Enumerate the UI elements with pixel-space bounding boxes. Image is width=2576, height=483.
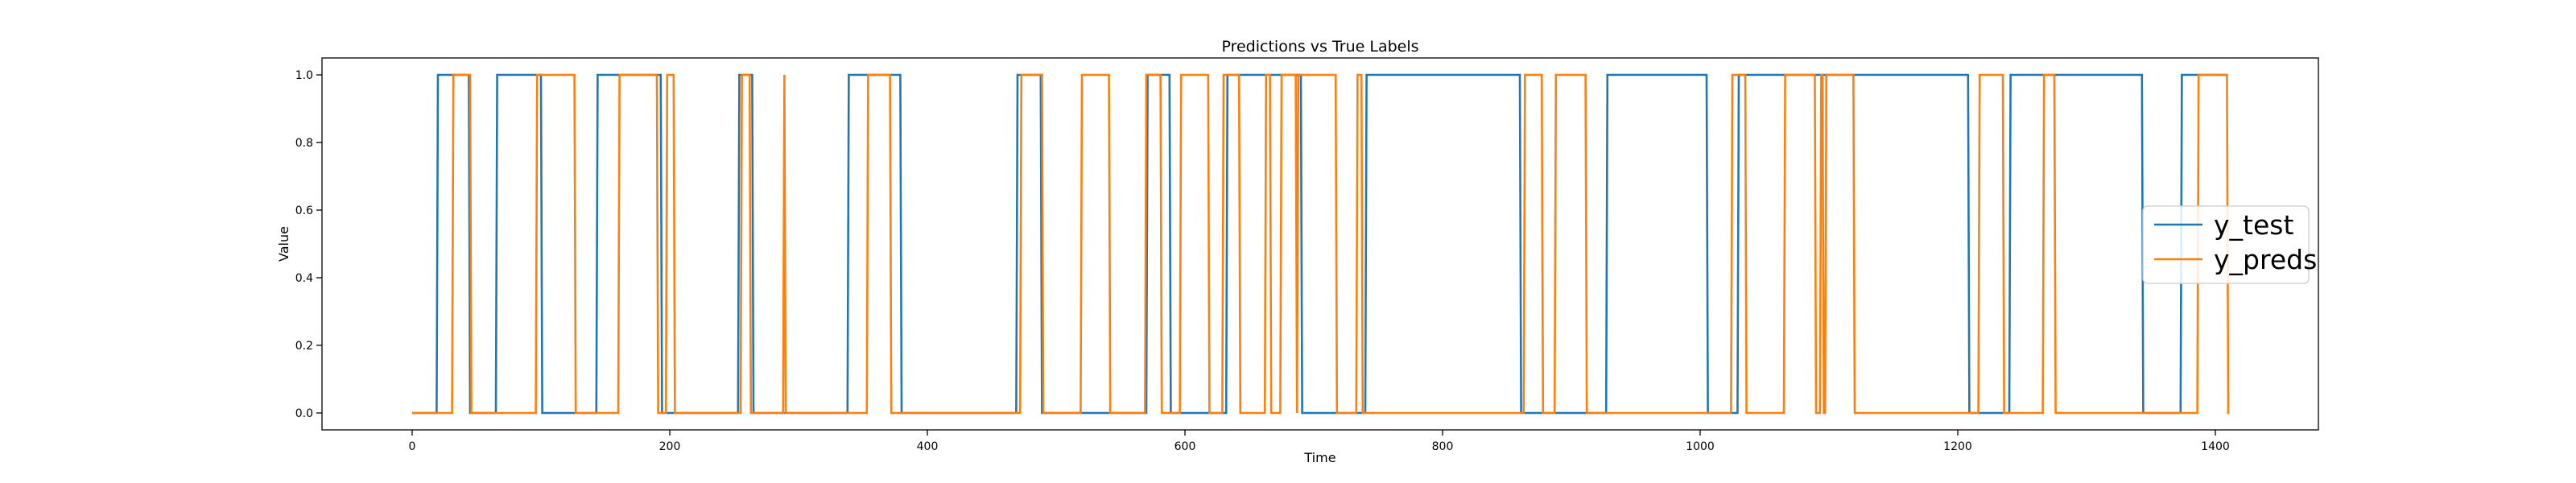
- x-tick-label: 0: [409, 440, 416, 453]
- y-tick-label: 0.4: [295, 272, 313, 285]
- x-tick-label: 200: [659, 440, 681, 453]
- plot-area-frame: [321, 57, 2319, 431]
- series-line-y-test: [412, 73, 2227, 415]
- y-tick-label: 0.8: [295, 137, 313, 150]
- legend-label-y-preds: y_preds: [2214, 244, 2317, 275]
- legend: y_test y_preds: [2142, 205, 2317, 284]
- y-axis-title: Value: [276, 226, 291, 262]
- legend-label-y-test: y_test: [2214, 209, 2293, 241]
- x-tick-label: 800: [1432, 440, 1454, 453]
- series-line-y-preds: [412, 73, 2230, 415]
- x-tick-label: 1200: [1943, 440, 1972, 453]
- y-tick-label: 0.6: [295, 204, 313, 217]
- y-tick-label: 1.0: [295, 69, 313, 82]
- y-axis: 0.0 0.2 0.4 0.6 0.8 1.0: [295, 69, 322, 420]
- x-tick-label: 600: [1174, 440, 1196, 453]
- x-tick-label: 1000: [1686, 440, 1715, 453]
- x-axis-title: Time: [1303, 450, 1335, 465]
- x-tick-label: 400: [917, 440, 939, 453]
- y-tick-label: 0.2: [295, 340, 313, 353]
- series-layer: [412, 73, 2230, 415]
- y-tick-label: 0.0: [295, 407, 313, 420]
- x-axis: 0 200 400 600 800 1000 1200 1400: [409, 430, 2230, 453]
- chart-title: Predictions vs True Labels: [1221, 38, 1418, 56]
- x-tick-label: 1400: [2201, 440, 2230, 453]
